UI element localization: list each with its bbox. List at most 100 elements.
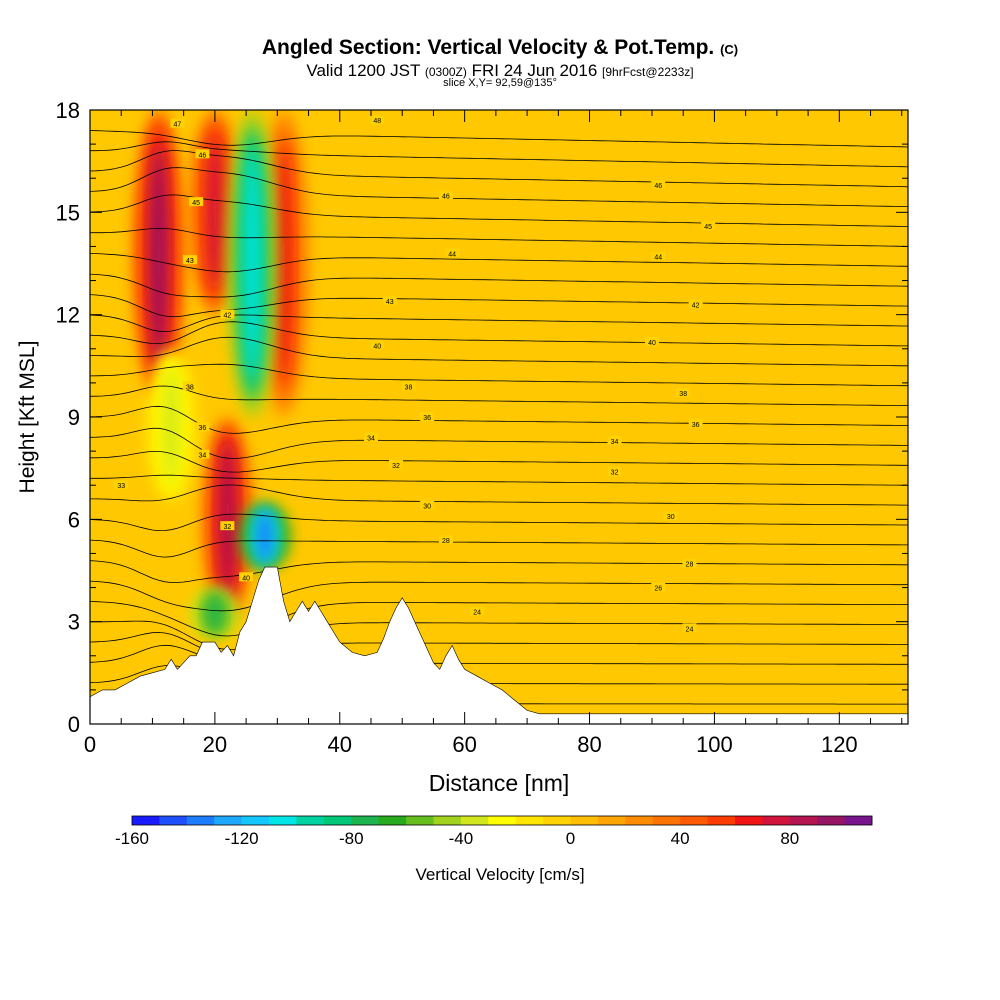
chart-subtitle: Valid 1200 JST (0300Z) FRI 24 Jun 2016 [… [0,61,1000,81]
x-tick-label: 80 [577,732,601,757]
isentrope-label: 46 [195,149,210,159]
colorbar-swatch [597,816,626,825]
isentrope-label: 47 [170,118,185,129]
label-bg [701,220,716,230]
plot-area: 47 48 46 46 46 45 45 44 44 43 43 42 42 40 40 38 38 38 36 36… [90,110,908,724]
label-bg [182,255,197,265]
isentrope-label-text: 44 [654,255,662,262]
colorbar: -160 -120 -80 -40 0 40 80 [115,815,873,848]
isentrope-line [90,194,908,227]
isentrope-label-text: 38 [186,384,194,391]
label-bg [370,340,385,350]
label-bg [688,418,703,428]
isentrope-label: 30 [663,510,678,521]
isentrope-line [90,150,908,188]
colorbar-swatch [570,816,599,825]
label-bg [688,299,703,309]
label-bg [470,606,485,616]
isentrope-label: 32 [388,459,403,470]
isentrope-label: 46 [438,190,453,200]
isentrope-label: 34 [607,435,622,446]
isentrope-label: 45 [701,220,716,231]
isentrope-label: 46 [651,180,666,190]
colorbar-swatch [817,816,845,825]
isentrope-label-text: 42 [223,313,231,320]
y-tick-label: 6 [68,507,80,532]
x-tick-label: 0 [84,732,96,757]
isentrope-label-text: 40 [648,340,656,347]
label-bg [195,449,210,459]
isentrope-label-text: 42 [692,302,700,309]
label-bg [438,190,453,200]
isentrope-line [90,580,908,612]
isentrope-label: 48 [370,115,385,125]
label-bg [220,309,235,319]
y-axis-label: Height [Kft MSL] [16,341,39,494]
isentrope-label-text: 45 [192,200,200,207]
y-tick-label: 15 [56,200,80,225]
y-tick-label: 12 [56,303,80,328]
isentrope-label-text: 36 [692,422,700,429]
label-bg [189,197,204,207]
isentrope-label-text: 32 [392,463,400,470]
isentrope-label-text: 30 [667,514,675,521]
colorbar-swatch [844,816,873,825]
label-bg [195,149,210,159]
x-axis-label: Distance [nm] [429,770,570,796]
isentrope-label: 26 [651,582,666,593]
isentrope-line [90,141,908,168]
isentrope-label-text: 46 [198,152,206,159]
label-bg [607,466,622,476]
colorbar-swatch [680,816,708,825]
downdraft-core [206,593,223,633]
isentrope-line [90,427,908,459]
isentrope-label: 36 [420,412,435,422]
colorbar-swatch [488,816,517,825]
forecast-info: [9hrFcst@2233z] [602,65,694,79]
colorbar-swatch [515,816,544,825]
isentrope-line [90,385,908,406]
isentrope-label: 43 [182,255,197,265]
isentrope-label: 28 [438,534,453,545]
isentrope-label: 38 [676,388,691,398]
label-bg [370,115,385,125]
isentrope-label-text: 34 [198,453,206,460]
label-bg [644,336,659,346]
colorbar-tick-label: 80 [780,829,799,848]
isentrope-line [90,405,908,434]
label-bg [182,381,197,391]
label-bg [651,582,666,592]
label-bg [607,435,622,445]
isentrope-label: 24 [470,606,485,616]
downdraft-core [256,510,273,563]
colorbar-swatch [734,816,763,825]
isentrope-label-text: 45 [704,224,712,231]
label-bg [195,422,210,432]
x-tick-label: 40 [328,732,352,757]
colorbar-swatch [132,816,160,825]
isentrope-label-text: 24 [686,626,694,633]
isentrope-label: 40 [644,336,659,347]
isentrope-line [90,336,908,367]
colorbar-swatch [159,816,188,825]
label-bg [651,180,666,190]
label-bg [382,296,397,306]
isentrope-label: 44 [445,248,460,258]
colorbar-tick-label: -120 [225,829,259,848]
isentrope-label: 33 [114,480,129,490]
title-units: (C) [720,42,739,57]
isentrope-label: 40 [370,340,385,350]
chart-title: Angled Section: Vertical Velocity & Pot.… [0,36,1000,60]
colorbar-swatch [707,816,736,825]
isentrope-line [90,560,908,583]
isentrope-label-text: 38 [405,384,413,391]
isentrope-label-text: 36 [423,415,431,422]
isentrope-label: 32 [220,521,235,531]
colorbar-swatch [296,816,325,825]
x-tick-label: 100 [696,732,733,757]
colorbar-swatch [214,816,243,825]
isentrope-label: 45 [189,197,204,207]
isentrope-label: 28 [682,558,697,569]
isentrope-label: 32 [607,466,622,477]
label-bg [170,118,185,128]
